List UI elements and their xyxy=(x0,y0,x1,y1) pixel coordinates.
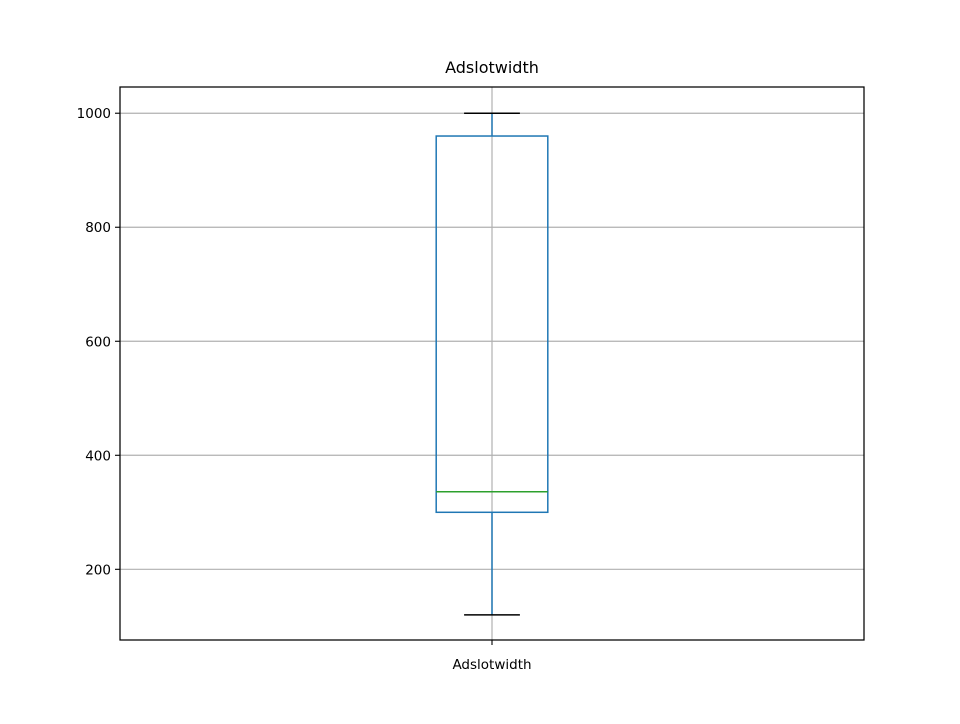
x-tick-label: Adslotwidth xyxy=(452,657,531,673)
chart-title: Adslotwidth xyxy=(445,58,539,77)
y-tick-label: 400 xyxy=(85,448,111,464)
y-tick-label: 200 xyxy=(85,562,111,578)
iqr-box xyxy=(435,135,549,514)
y-tick-label: 800 xyxy=(85,220,111,236)
tick-layer: 200 400 600 800 1000 Adslotwidth xyxy=(77,106,532,673)
box-layer xyxy=(435,112,549,616)
y-tick-label: 600 xyxy=(85,334,111,350)
y-tick-label: 1000 xyxy=(77,106,111,122)
